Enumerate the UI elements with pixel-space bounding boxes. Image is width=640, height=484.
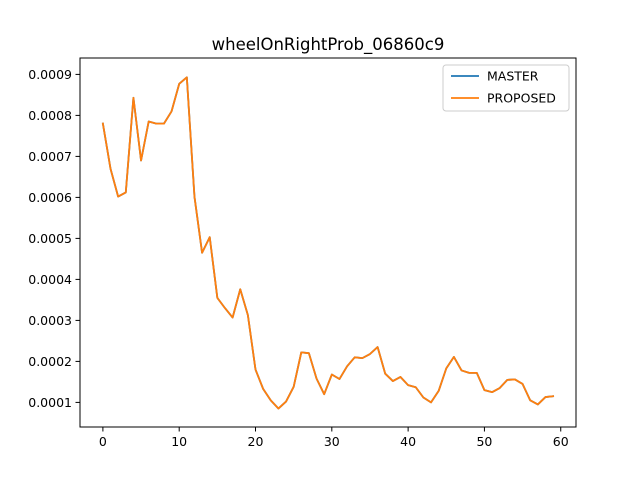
y-tick-label: 0.0002 bbox=[28, 354, 72, 369]
y-tick-label: 0.0004 bbox=[28, 272, 72, 287]
plot-frame bbox=[79, 57, 577, 428]
x-tick-label: 30 bbox=[324, 434, 340, 449]
legend: MASTER PROPOSED bbox=[442, 64, 570, 112]
x-tick-label: 60 bbox=[553, 434, 569, 449]
y-tick-label: 0.0009 bbox=[28, 67, 72, 82]
chart-title: wheelOnRightProb_06860c9 bbox=[212, 35, 445, 55]
legend-label-proposed: PROPOSED bbox=[487, 91, 556, 106]
y-tick-label: 0.0007 bbox=[28, 149, 72, 164]
series-line-proposed bbox=[101, 76, 555, 410]
y-tick-label: 0.0006 bbox=[28, 190, 72, 205]
x-axis: 0 10 20 30 40 50 60 bbox=[99, 427, 569, 449]
x-tick-label: 50 bbox=[476, 434, 492, 449]
x-tick-label: 20 bbox=[248, 434, 264, 449]
series-layer bbox=[101, 76, 555, 410]
y-axis: 0.0001 0.0002 0.0003 0.0004 0.0005 0.0006 0.00… bbox=[28, 67, 80, 410]
x-tick-label: 10 bbox=[171, 434, 187, 449]
x-tick-label: 40 bbox=[400, 434, 416, 449]
y-tick-label: 0.0005 bbox=[28, 231, 72, 246]
y-tick-label: 0.0003 bbox=[28, 313, 72, 328]
x-tick-label: 0 bbox=[99, 434, 107, 449]
y-tick-label: 0.0001 bbox=[28, 395, 72, 410]
legend-label-master: MASTER bbox=[487, 69, 539, 84]
y-tick-label: 0.0008 bbox=[28, 108, 72, 123]
